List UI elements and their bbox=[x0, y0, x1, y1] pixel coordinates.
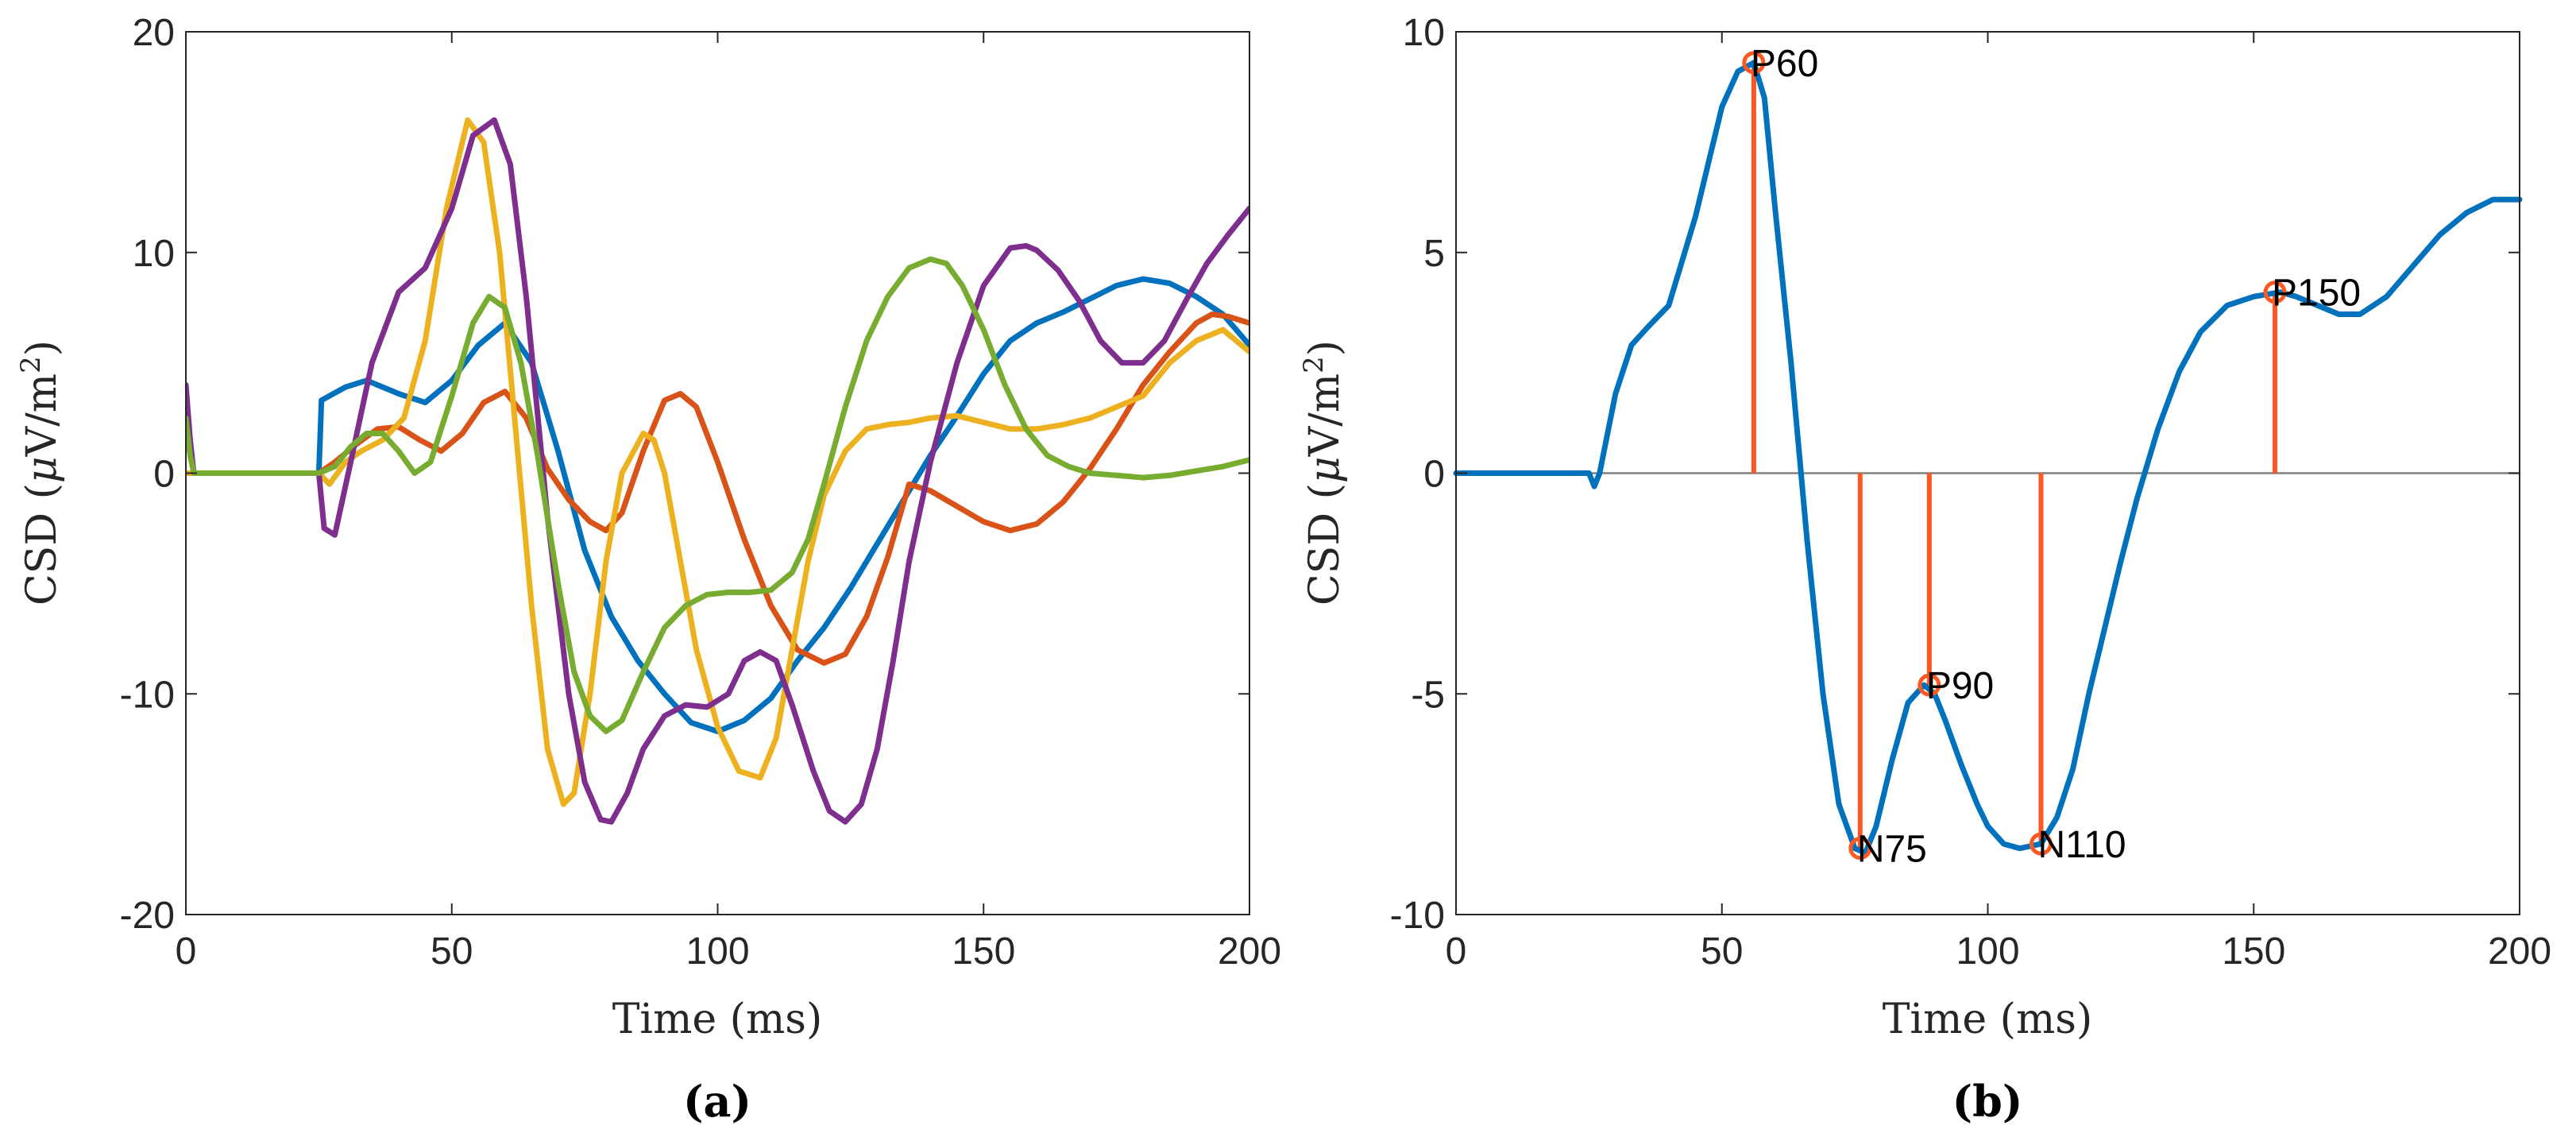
panel-a-ytick-label: -10 bbox=[120, 674, 175, 716]
peak-label-P90: P90 bbox=[1926, 665, 1994, 707]
panel-a-xtick-label: 100 bbox=[686, 930, 749, 973]
panel-a-xtick-label: 150 bbox=[952, 930, 1015, 973]
panel-a-ylabel-suffix: ) bbox=[18, 340, 66, 356]
panel-a-caption: (a) bbox=[683, 1076, 751, 1127]
panel-b-ytick-label: -5 bbox=[1411, 674, 1445, 716]
panel-b-ylabel-mu: μ bbox=[1301, 456, 1349, 483]
peak-label-N110: N110 bbox=[2037, 824, 2126, 866]
peak-label-P60: P60 bbox=[1751, 43, 1818, 85]
panel-a-series-purple-line bbox=[186, 117, 1249, 825]
panel-b-ylabel-prefix: CSD ( bbox=[1301, 483, 1349, 605]
panel-b-ylabel-suffix: ) bbox=[1301, 340, 1349, 356]
panel-b-xtick-label: 150 bbox=[2222, 930, 2285, 973]
panel-a-ylabel-exponent: 2 bbox=[15, 356, 47, 373]
panel-b-series-mean-line bbox=[1453, 60, 2523, 856]
panel-b-markers: P60 N75 P90 N110 P150 bbox=[1742, 43, 2361, 871]
panel-b-xlabel: Time (ms) bbox=[1883, 996, 2093, 1043]
panel-a-ylabel: CSD (μV/m2) bbox=[15, 340, 66, 605]
peak-marker-N75 bbox=[1848, 837, 1872, 861]
panel-b-ytick-label: 5 bbox=[1423, 233, 1445, 275]
peak-label-P150: P150 bbox=[2272, 273, 2361, 315]
panel-b-series-group bbox=[1453, 60, 2523, 856]
panel-b-xtick-label: 100 bbox=[1956, 930, 2019, 973]
panel-a-series-group bbox=[186, 117, 1249, 825]
panel-b-xtick-label: 0 bbox=[1446, 930, 1467, 973]
panel-a-series-blue-line bbox=[186, 276, 1249, 734]
panel-b-ytick-label: 0 bbox=[1423, 454, 1445, 496]
peak-marker-N110 bbox=[2029, 832, 2053, 856]
panel-b-ytick-label: -10 bbox=[1390, 895, 1445, 937]
panel-a-xtick-label: 0 bbox=[176, 930, 197, 973]
panel-a-ylabel-prefix: CSD ( bbox=[18, 483, 66, 605]
panel-b-ticks: 0 50 100 150 200 -10 -5 0 5 10 bbox=[1390, 12, 2551, 973]
panel-a-series-green-line bbox=[186, 256, 1249, 734]
panel-b-ylabel-exponent: 2 bbox=[1298, 356, 1330, 373]
panel-a-ylabel-unit: V/m bbox=[18, 373, 66, 457]
panel-b-xtick-label: 200 bbox=[2488, 930, 2551, 973]
peak-marker-P90 bbox=[1918, 673, 1941, 697]
peak-marker-P150 bbox=[2263, 280, 2287, 304]
panel-a: 0 50 100 150 200 -20 -10 0 10 20 Time (ms) CSD (μ… bbox=[15, 12, 1281, 1127]
panel-b-stems bbox=[1751, 62, 2278, 849]
peak-marker-P60 bbox=[1742, 51, 1766, 75]
panel-a-ylabel-mu: μ bbox=[18, 456, 66, 483]
panel-a-series-yellow-line bbox=[186, 117, 1249, 807]
panel-a-ytick-label: 10 bbox=[133, 233, 175, 275]
panel-a-ticks: 0 50 100 150 200 -20 -10 0 10 20 bbox=[120, 12, 1281, 973]
panel-b-ytick-label: 10 bbox=[1403, 12, 1445, 54]
panel-a-ytick-label: 0 bbox=[153, 454, 175, 496]
panel-a-xlabel: Time (ms) bbox=[612, 996, 823, 1043]
panel-b-ylabel: CSD (μV/m2) bbox=[1298, 340, 1349, 605]
peak-label-N75: N75 bbox=[1857, 829, 1927, 871]
panel-a-xtick-label: 50 bbox=[431, 930, 473, 973]
panel-b-xtick-label: 50 bbox=[1701, 930, 1743, 973]
panel-a-ytick-label: 20 bbox=[133, 12, 175, 54]
panel-b-ylabel-unit: V/m bbox=[1301, 373, 1349, 457]
panel-a-xtick-label: 200 bbox=[1218, 930, 1281, 973]
panel-b-caption: (b) bbox=[1952, 1076, 2023, 1127]
panel-a-ytick-label: -20 bbox=[120, 895, 175, 937]
